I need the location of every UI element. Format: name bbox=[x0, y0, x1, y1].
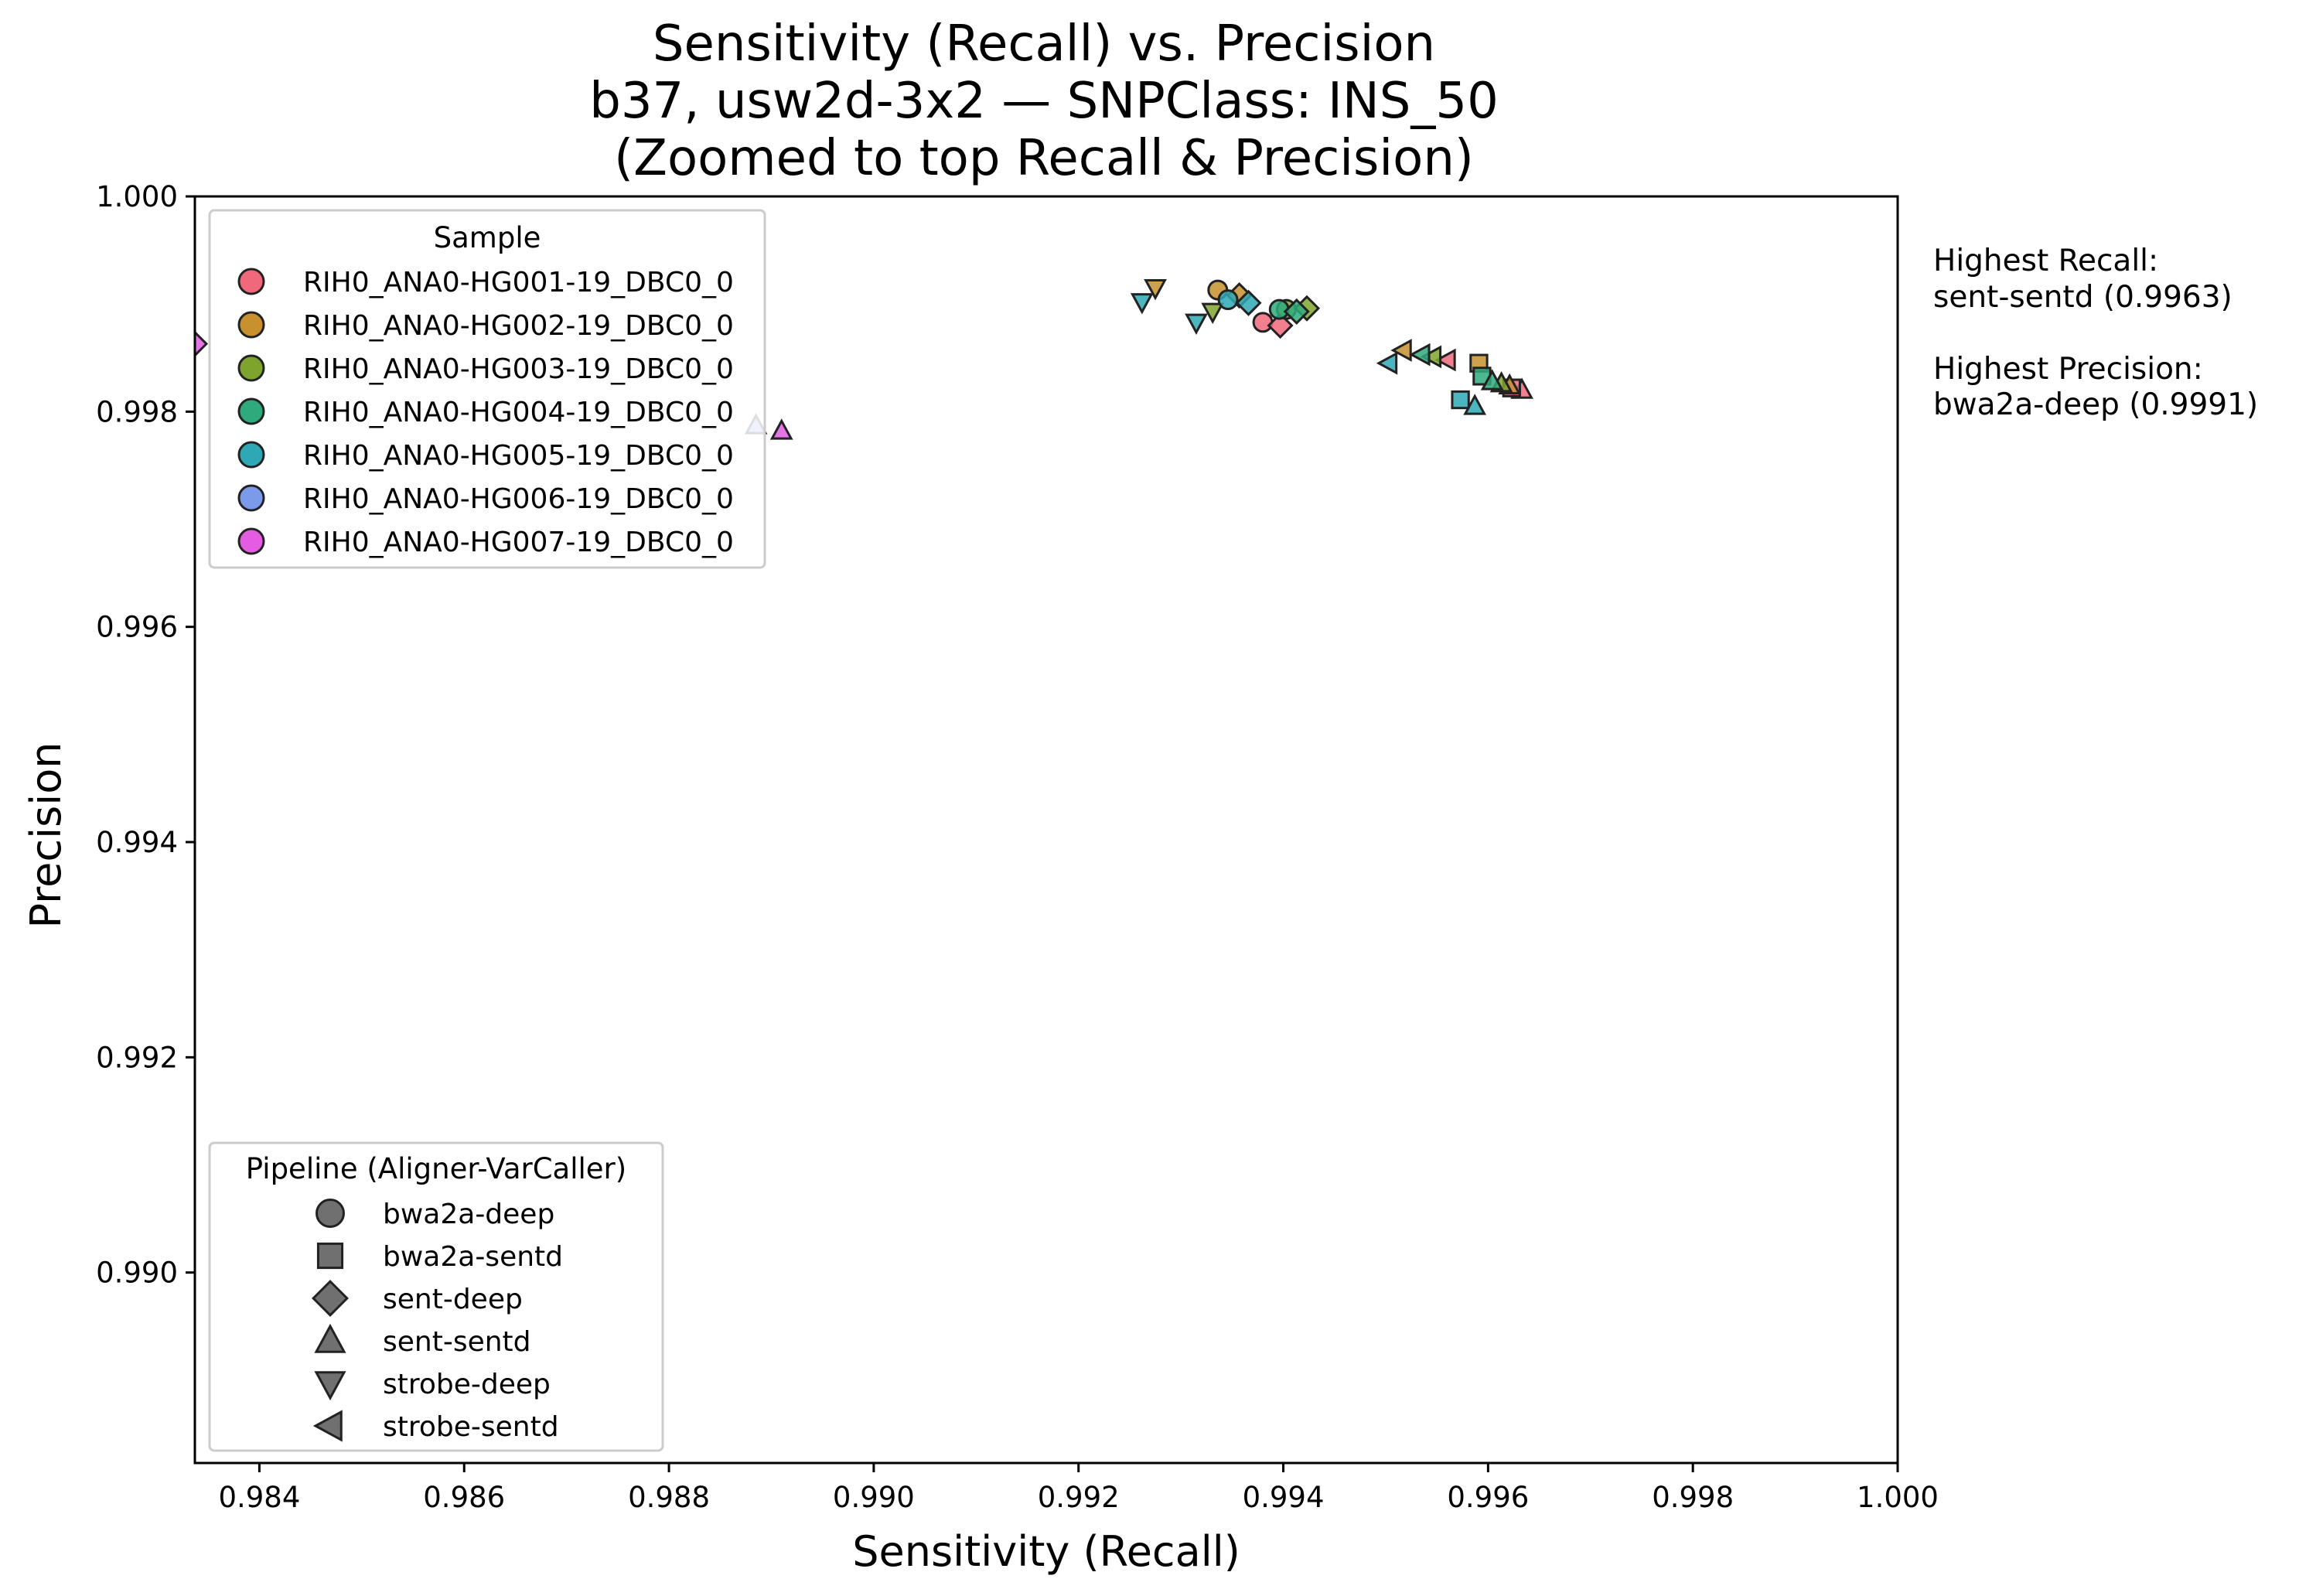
data-point bbox=[1463, 394, 1487, 415]
y-tick-label: 0.998 bbox=[96, 395, 178, 428]
pipeline-legend-label: strobe-deep bbox=[383, 1369, 551, 1400]
data-point bbox=[1409, 343, 1431, 367]
data-point bbox=[1144, 279, 1167, 301]
data-point bbox=[1217, 289, 1239, 311]
chart-title: Sensitivity (Recall) vs. Precision b37, … bbox=[589, 15, 1499, 187]
x-tick-label: 0.996 bbox=[1447, 1481, 1529, 1514]
x-tick-label: 0.986 bbox=[423, 1481, 505, 1514]
best-annotation: Highest Recall: sent-sentd (0.9963) High… bbox=[1933, 244, 2258, 422]
y-tick-label: 0.996 bbox=[96, 611, 178, 644]
x-tick-label: 0.992 bbox=[1038, 1481, 1120, 1514]
x-tick-label: 0.988 bbox=[628, 1481, 710, 1514]
annotation-recall-value: sent-sentd (0.9963) bbox=[1933, 280, 2232, 315]
y-tick-label: 1.000 bbox=[96, 180, 178, 213]
sample-legend-swatch bbox=[237, 441, 265, 469]
data-point bbox=[1130, 293, 1154, 315]
data-point bbox=[1376, 351, 1398, 375]
sample-legend-label: RIH0_ANA0-HG007-19_DBC0_0 bbox=[303, 527, 734, 558]
sample-legend-swatch bbox=[237, 311, 265, 339]
y-axis-label: Precision bbox=[22, 742, 70, 929]
sample-legend-title: Sample bbox=[434, 221, 541, 254]
title-line-3: (Zoomed to top Recall & Precision) bbox=[614, 130, 1474, 187]
annotation-recall-label: Highest Recall: bbox=[1933, 244, 2158, 278]
sample-legend-swatch bbox=[237, 397, 265, 425]
sample-legend-label: RIH0_ANA0-HG003-19_DBC0_0 bbox=[303, 353, 734, 385]
pipeline-legend-label: sent-deep bbox=[383, 1284, 523, 1315]
title-line-2: b37, usw2d-3x2 — SNPClass: INS_50 bbox=[589, 73, 1499, 130]
sample-legend-swatch bbox=[237, 527, 265, 555]
pipeline-legend-marker bbox=[316, 1199, 345, 1228]
y-tick-label: 0.994 bbox=[96, 826, 178, 859]
x-tick-label: 0.984 bbox=[218, 1481, 300, 1514]
x-tick-label: 0.998 bbox=[1652, 1481, 1734, 1514]
sample-legend-swatch bbox=[237, 484, 265, 512]
y-tick-label: 0.990 bbox=[96, 1257, 178, 1290]
pipeline-legend-label: sent-sentd bbox=[383, 1326, 531, 1358]
pipeline-legend-label: bwa2a-sentd bbox=[383, 1241, 563, 1273]
annotation-precision-label: Highest Precision: bbox=[1933, 352, 2203, 387]
x-axis-label: Sensitivity (Recall) bbox=[852, 1527, 1240, 1576]
data-point bbox=[1283, 298, 1310, 325]
y-tick-label: 0.992 bbox=[96, 1041, 178, 1074]
x-tick-label: 0.990 bbox=[833, 1481, 915, 1514]
data-point bbox=[195, 330, 209, 357]
pipeline-legend: Pipeline (Aligner-VarCaller) bwa2a-deep b… bbox=[208, 1141, 664, 1452]
pipeline-legend-marker bbox=[314, 1371, 346, 1401]
pipeline-legend-marker bbox=[312, 1410, 343, 1442]
data-point bbox=[1252, 312, 1274, 333]
y-axis: 0.990 0.992 0.994 0.996 0.998 1.000 bbox=[96, 180, 195, 1290]
data-point bbox=[769, 418, 793, 440]
x-tick-label: 0.994 bbox=[1243, 1481, 1325, 1514]
data-point bbox=[1185, 313, 1208, 335]
sample-legend: Sample RIH0_ANA0-HG001-19_DBC0_0 RIH0_ANA… bbox=[208, 209, 766, 569]
sample-legend-swatch bbox=[237, 268, 265, 295]
data-point bbox=[1235, 289, 1262, 316]
data-point bbox=[1434, 348, 1456, 372]
sample-legend-frame bbox=[208, 209, 766, 569]
sample-legend-label: RIH0_ANA0-HG004-19_DBC0_0 bbox=[303, 397, 734, 428]
sample-legend-label: RIH0_ANA0-HG006-19_DBC0_0 bbox=[303, 483, 734, 515]
title-line-1: Sensitivity (Recall) vs. Precision bbox=[653, 15, 1435, 73]
pipeline-legend-marker bbox=[314, 1323, 346, 1353]
sample-legend-label: RIH0_ANA0-HG001-19_DBC0_0 bbox=[303, 267, 734, 298]
plot-frame bbox=[193, 195, 1899, 1465]
sample-legend-label: RIH0_ANA0-HG005-19_DBC0_0 bbox=[303, 440, 734, 472]
pipeline-legend-marker bbox=[312, 1280, 349, 1317]
x-tick-label: 1.000 bbox=[1857, 1481, 1939, 1514]
data-point bbox=[1267, 312, 1294, 339]
pipeline-legend-marker bbox=[316, 1242, 344, 1270]
data-point bbox=[1390, 339, 1412, 362]
annotation-precision-value: bwa2a-deep (0.9991) bbox=[1933, 387, 2258, 422]
x-axis: 0.984 0.986 0.988 0.990 0.992 0.994 0.996 0.998… bbox=[218, 1463, 1939, 1514]
data-point bbox=[1420, 345, 1442, 369]
data-point bbox=[1480, 369, 1504, 390]
pipeline-legend-title: Pipeline (Aligner-VarCaller) bbox=[246, 1152, 626, 1185]
pipeline-legend-label: strobe-sentd bbox=[383, 1411, 559, 1443]
data-point bbox=[1201, 302, 1225, 325]
pipeline-legend-label: bwa2a-deep bbox=[383, 1199, 554, 1230]
sample-legend-swatch bbox=[237, 354, 265, 382]
data-point bbox=[1451, 390, 1470, 410]
plot-area bbox=[195, 279, 1533, 440]
sample-legend-label: RIH0_ANA0-HG002-19_DBC0_0 bbox=[303, 310, 734, 342]
